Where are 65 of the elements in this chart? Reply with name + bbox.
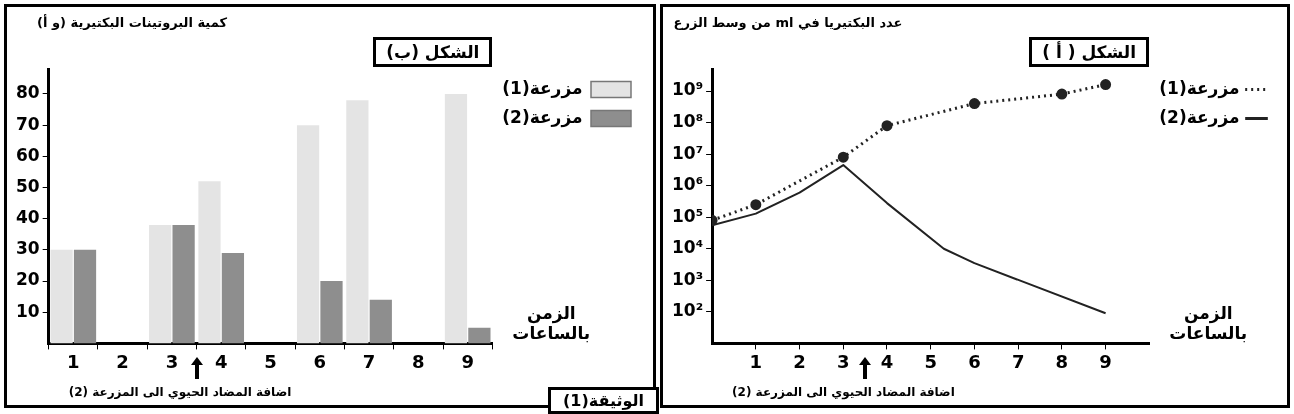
y-tick-label: 60 [15,144,40,165]
y-tick-label: 10 [15,300,40,321]
point [837,151,849,163]
point [881,120,893,132]
bar [50,249,73,344]
chart-title: الشكل (ب) [373,37,493,67]
y-tick-label: 40 [15,207,40,228]
y-tick-label: 50 [15,175,40,196]
bar [369,299,392,344]
y-tick-label: 70 [15,113,40,134]
x-axis-title: الزمن بالساعات [511,303,592,344]
bar [296,125,320,344]
y-tick-label: 10³ [671,268,704,289]
y-tick-label: 10⁶ [671,174,704,195]
x-tick-label: 9 [1099,350,1112,372]
x-tick-label: 8 [1055,350,1069,372]
point [750,199,762,211]
x-tick-label: 1 [749,350,763,372]
text: اضافة المضاد الحيوي الى المزرعة (2) [732,385,955,399]
y-tick-label: 80 [15,82,40,103]
y-tick-label: 20 [15,269,40,290]
x-tick-label: 5 [924,350,937,372]
x-tick-label: 6 [968,350,981,372]
y-axis-title: كمية البروتينات البكتيرية (و أ) [36,15,228,30]
x-tick-label: 3 [837,350,850,372]
x-tick-label: 2 [793,350,806,372]
x-tick-label: 9 [461,350,474,372]
x-tick-label: 4 [214,350,228,372]
x-tick-label: 3 [165,350,179,372]
y-axis-title: عدد البكتيريا في ml من وسط الزرع [672,15,904,30]
x-tick-label: 2 [116,350,129,372]
text: اضافة المضاد الحيوي الى المزرعة (2) [68,385,292,399]
legend-label: مزرعة(1) [502,77,583,99]
chart-title: الشكل ( أ ) [1029,37,1150,67]
point [968,98,980,110]
legend-label: مزرعة(2) [502,106,583,128]
point [1056,88,1068,100]
x-tick-label: 7 [362,350,376,372]
bar [346,100,369,344]
y-tick-label: 10⁵ [671,205,704,226]
x-tick-label: 7 [1011,350,1025,372]
x-tick-label: 4 [880,350,894,372]
bar [221,252,245,344]
bar [149,224,172,344]
x-tick-label: 1 [67,350,80,372]
y-tick-label: 10⁴ [671,237,704,258]
legend-label: مزرعة(1) [1159,77,1240,99]
text: الوثيقة(1) [548,387,660,414]
x-tick-label: 5 [264,350,277,372]
x-axis-title: الزمن بالساعات [1168,303,1249,344]
point [1100,79,1112,91]
bar [198,181,221,344]
bar [172,224,195,344]
x-tick-label: 6 [313,350,327,372]
bar [73,249,97,344]
legend-label: مزرعة(2) [1159,106,1240,128]
y-tick-label: 10⁷ [671,142,704,163]
y-tick-label: 10⁸ [671,111,704,132]
bar [320,281,343,344]
y-tick-label: 10² [671,300,704,321]
bar [468,327,491,344]
y-tick-label: 30 [15,238,40,259]
x-tick-label: 8 [412,350,425,372]
y-tick-label: 10⁹ [671,79,704,100]
bar [444,93,468,344]
